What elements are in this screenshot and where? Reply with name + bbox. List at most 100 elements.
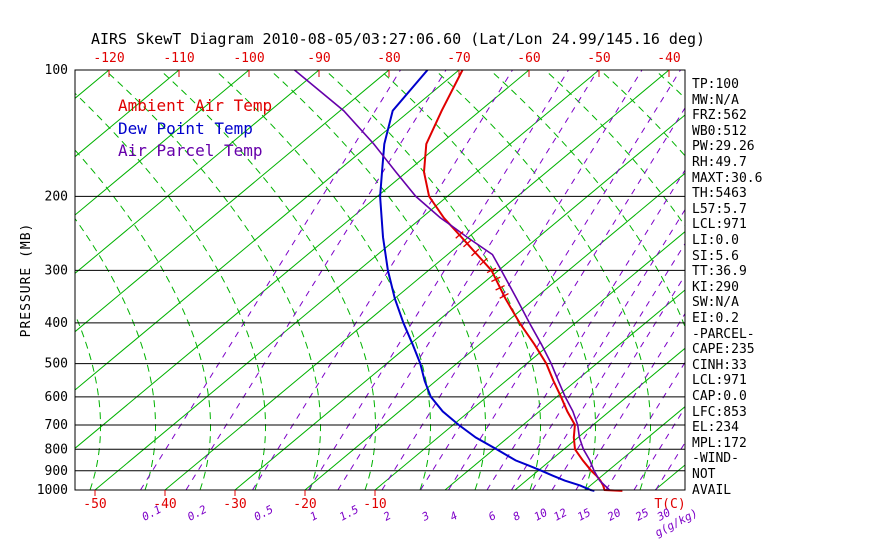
isotherm-line — [164, 70, 670, 491]
stat-line: EL:234 — [692, 420, 739, 436]
top-axis-tick-label: -100 — [233, 51, 264, 66]
cape-hatch-tick — [455, 231, 464, 239]
isotherm-line — [444, 289, 685, 491]
mixing-ratio-tick-label: 6 — [486, 509, 498, 524]
stat-line: RH:49.7 — [692, 155, 747, 170]
isotherm-line — [75, 70, 530, 449]
isotherm-line — [75, 70, 250, 216]
pressure-tick-label: 700 — [45, 418, 68, 433]
plot-area — [75, 70, 685, 492]
moist-adiabat-line — [379, 70, 597, 491]
stat-line: TP:100 — [692, 77, 739, 92]
mixing-ratio-tick-label: 10 — [532, 506, 550, 524]
isotherm-line — [304, 172, 685, 491]
moist-adiabat-line — [104, 70, 322, 491]
mixing-ratio-tick-label: 20 — [605, 506, 623, 524]
pressure-tick-label: 800 — [45, 442, 68, 457]
stat-line: NOT — [692, 467, 716, 482]
top-axis-tick-label: -40 — [657, 51, 680, 66]
stat-line: WB0:512 — [692, 123, 747, 139]
bottom-axis-tick-label: -30 — [223, 497, 246, 512]
moist-adiabat-line — [159, 70, 377, 491]
top-axis-tick-label: -80 — [377, 51, 400, 66]
stat-line: CAP:0.0 — [692, 389, 747, 404]
air-parcel-temp-curve — [293, 70, 611, 491]
stat-line: MPL:172 — [692, 435, 747, 451]
bottom-axis-tick-label: -50 — [83, 497, 106, 512]
mixing-ratio-line — [308, 70, 569, 491]
isotherm-line — [75, 70, 460, 391]
isotherm-line — [514, 347, 685, 491]
stat-line: MW:N/A — [692, 92, 739, 108]
stat-line: -PARCEL- — [692, 326, 755, 342]
stat-line: LCL:971 — [692, 217, 747, 233]
stat-line: EI:0.2 — [692, 311, 739, 326]
legend-item-parcel: Air Parcel Temp — [118, 141, 263, 160]
mixing-ratio-tick-label: 0.5 — [252, 503, 276, 524]
chart-title: AIRS SkewT Diagram 2010-08-05/03:27:06.6… — [90, 30, 706, 48]
isotherm-line — [75, 70, 390, 333]
stat-line: CINH:33 — [692, 357, 747, 373]
moist-adiabat-line — [489, 70, 685, 329]
stat-line: LI:0.0 — [692, 233, 739, 248]
isotherm-line — [234, 114, 685, 491]
top-axis-tick-label: -90 — [307, 51, 330, 66]
top-axis-tick-label: -110 — [163, 51, 194, 66]
legend-item-dewpoint: Dew Point Temp — [118, 118, 253, 138]
pressure-tick-label: 300 — [45, 263, 68, 278]
mixing-ratio-tick-label: 4 — [448, 509, 460, 524]
mixing-ratio-line — [420, 70, 681, 491]
stat-line: SI:5.6 — [692, 248, 739, 264]
pressure-tick-label: 200 — [45, 189, 68, 204]
stat-line: MAXT:30.6 — [692, 170, 763, 186]
moist-adiabat-line — [75, 313, 102, 491]
mixing-ratio-line — [532, 242, 685, 491]
pressure-tick-label: 400 — [45, 316, 68, 331]
stat-line: L57:5.7 — [692, 201, 747, 217]
mixing-ratio-line — [185, 70, 447, 491]
mixing-ratio-tick-label: 30 — [654, 506, 673, 524]
top-axis-tick-label: -70 — [447, 51, 470, 66]
cape-hatch-tick — [471, 248, 480, 257]
isotherm-line — [374, 231, 685, 491]
isotherm-line — [75, 70, 320, 274]
stat-line: -WIND- — [692, 451, 739, 467]
cape-hatch-tick — [479, 257, 488, 266]
stat-line: KI:290 — [692, 279, 739, 295]
mixing-ratio-line — [448, 107, 685, 491]
stat-line: TT:36.9 — [692, 264, 747, 280]
isotherm-line — [654, 464, 685, 491]
moist-adiabat-line — [434, 70, 652, 491]
moist-adiabat-line — [75, 92, 267, 491]
mixing-ratio-tick-label: 2 — [381, 509, 393, 524]
mixing-ratio-tick-label: 8 — [511, 509, 523, 524]
pressure-tick-label: 900 — [45, 464, 68, 479]
top-axis-tick-label: -50 — [587, 51, 610, 66]
mixing-ratio-tick-label: 0.2 — [185, 503, 209, 524]
isotherm-line — [94, 70, 600, 491]
mixing-ratio-tick-label: 1 — [308, 509, 320, 524]
cape-hatch-tick — [491, 276, 501, 283]
legend-item-ambient: Ambient Air Temp — [118, 96, 273, 115]
moist-adiabat-line — [654, 70, 685, 99]
mixing-ratio-line — [381, 70, 643, 491]
isotherm-line — [75, 70, 180, 158]
stat-line: TH:5463 — [692, 186, 747, 202]
dew-point-temp-curve — [379, 70, 595, 492]
temp-unit-label: T(C) — [654, 497, 685, 512]
stat-line: AVAIL — [692, 482, 732, 498]
mixing-ratio-line — [337, 70, 599, 491]
stat-line: LFC:853 — [692, 404, 747, 420]
mixing-ratio-tick-label: 12 — [551, 506, 569, 524]
cape-hatch-tick — [463, 239, 472, 248]
moist-adiabat-line — [269, 70, 487, 491]
top-axis-tick-label: -60 — [517, 51, 540, 66]
mixing-ratio-line — [140, 70, 401, 491]
stat-line: PW:29.26 — [692, 139, 755, 155]
mixing-ratio-line — [252, 70, 513, 491]
mixing-ratio-tick-label: 15 — [575, 506, 593, 524]
stat-line: LCL:971 — [692, 373, 747, 389]
stat-line: FRZ:562 — [692, 108, 747, 124]
